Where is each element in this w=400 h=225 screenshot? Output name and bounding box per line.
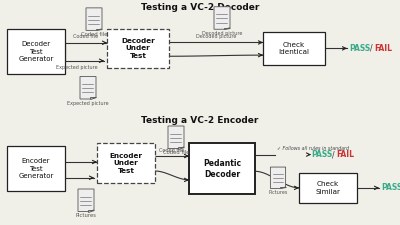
Text: Expected picture: Expected picture — [56, 65, 97, 70]
FancyBboxPatch shape — [189, 144, 255, 194]
FancyBboxPatch shape — [299, 173, 357, 203]
Polygon shape — [224, 28, 230, 29]
Text: Encoder
Under
Test: Encoder Under Test — [110, 153, 142, 174]
Text: Decoder
Under
Test: Decoder Under Test — [121, 38, 155, 59]
Polygon shape — [88, 210, 94, 212]
Text: Pictures: Pictures — [76, 213, 96, 218]
Text: PASS: PASS — [381, 183, 400, 192]
Polygon shape — [214, 7, 230, 29]
Text: FAIL: FAIL — [336, 150, 354, 159]
Text: Decoder
Test
Generator: Decoder Test Generator — [18, 41, 54, 62]
Text: Check
Similar: Check Similar — [316, 181, 340, 195]
Text: Expected picture: Expected picture — [67, 101, 109, 106]
Text: ✓ Follows all rules in standard: ✓ Follows all rules in standard — [277, 146, 349, 151]
Polygon shape — [96, 29, 102, 30]
Text: PASS: PASS — [311, 150, 332, 159]
FancyBboxPatch shape — [7, 29, 65, 74]
Text: Testing a VC-2 Encoder: Testing a VC-2 Encoder — [141, 116, 259, 125]
Text: Coded file: Coded file — [73, 34, 99, 39]
Polygon shape — [178, 147, 184, 148]
FancyBboxPatch shape — [7, 146, 65, 191]
Text: FAIL: FAIL — [374, 44, 392, 53]
Text: Decoded picture: Decoded picture — [196, 34, 236, 39]
Text: Pictures: Pictures — [268, 189, 288, 195]
FancyBboxPatch shape — [107, 29, 169, 68]
Polygon shape — [78, 189, 94, 212]
FancyBboxPatch shape — [263, 32, 325, 65]
Text: Check
Identical: Check Identical — [278, 42, 310, 55]
Text: /: / — [370, 44, 372, 53]
Polygon shape — [80, 76, 96, 99]
Text: Coded file: Coded file — [81, 32, 107, 37]
Text: Coded file: Coded file — [159, 148, 185, 153]
Polygon shape — [168, 126, 184, 148]
Polygon shape — [86, 8, 102, 30]
Text: Testing a VC-2 Decoder: Testing a VC-2 Decoder — [141, 3, 259, 12]
Text: /: / — [332, 150, 334, 159]
Polygon shape — [90, 97, 96, 99]
Text: PASS: PASS — [349, 44, 370, 53]
Text: Coded file: Coded file — [163, 150, 189, 155]
Text: Decoded picture: Decoded picture — [202, 31, 242, 36]
Text: Encoder
Test
Generator: Encoder Test Generator — [18, 158, 54, 179]
Text: Pedantic
Decoder: Pedantic Decoder — [203, 159, 241, 179]
Polygon shape — [280, 187, 286, 189]
Polygon shape — [270, 167, 286, 189]
FancyBboxPatch shape — [97, 144, 155, 183]
